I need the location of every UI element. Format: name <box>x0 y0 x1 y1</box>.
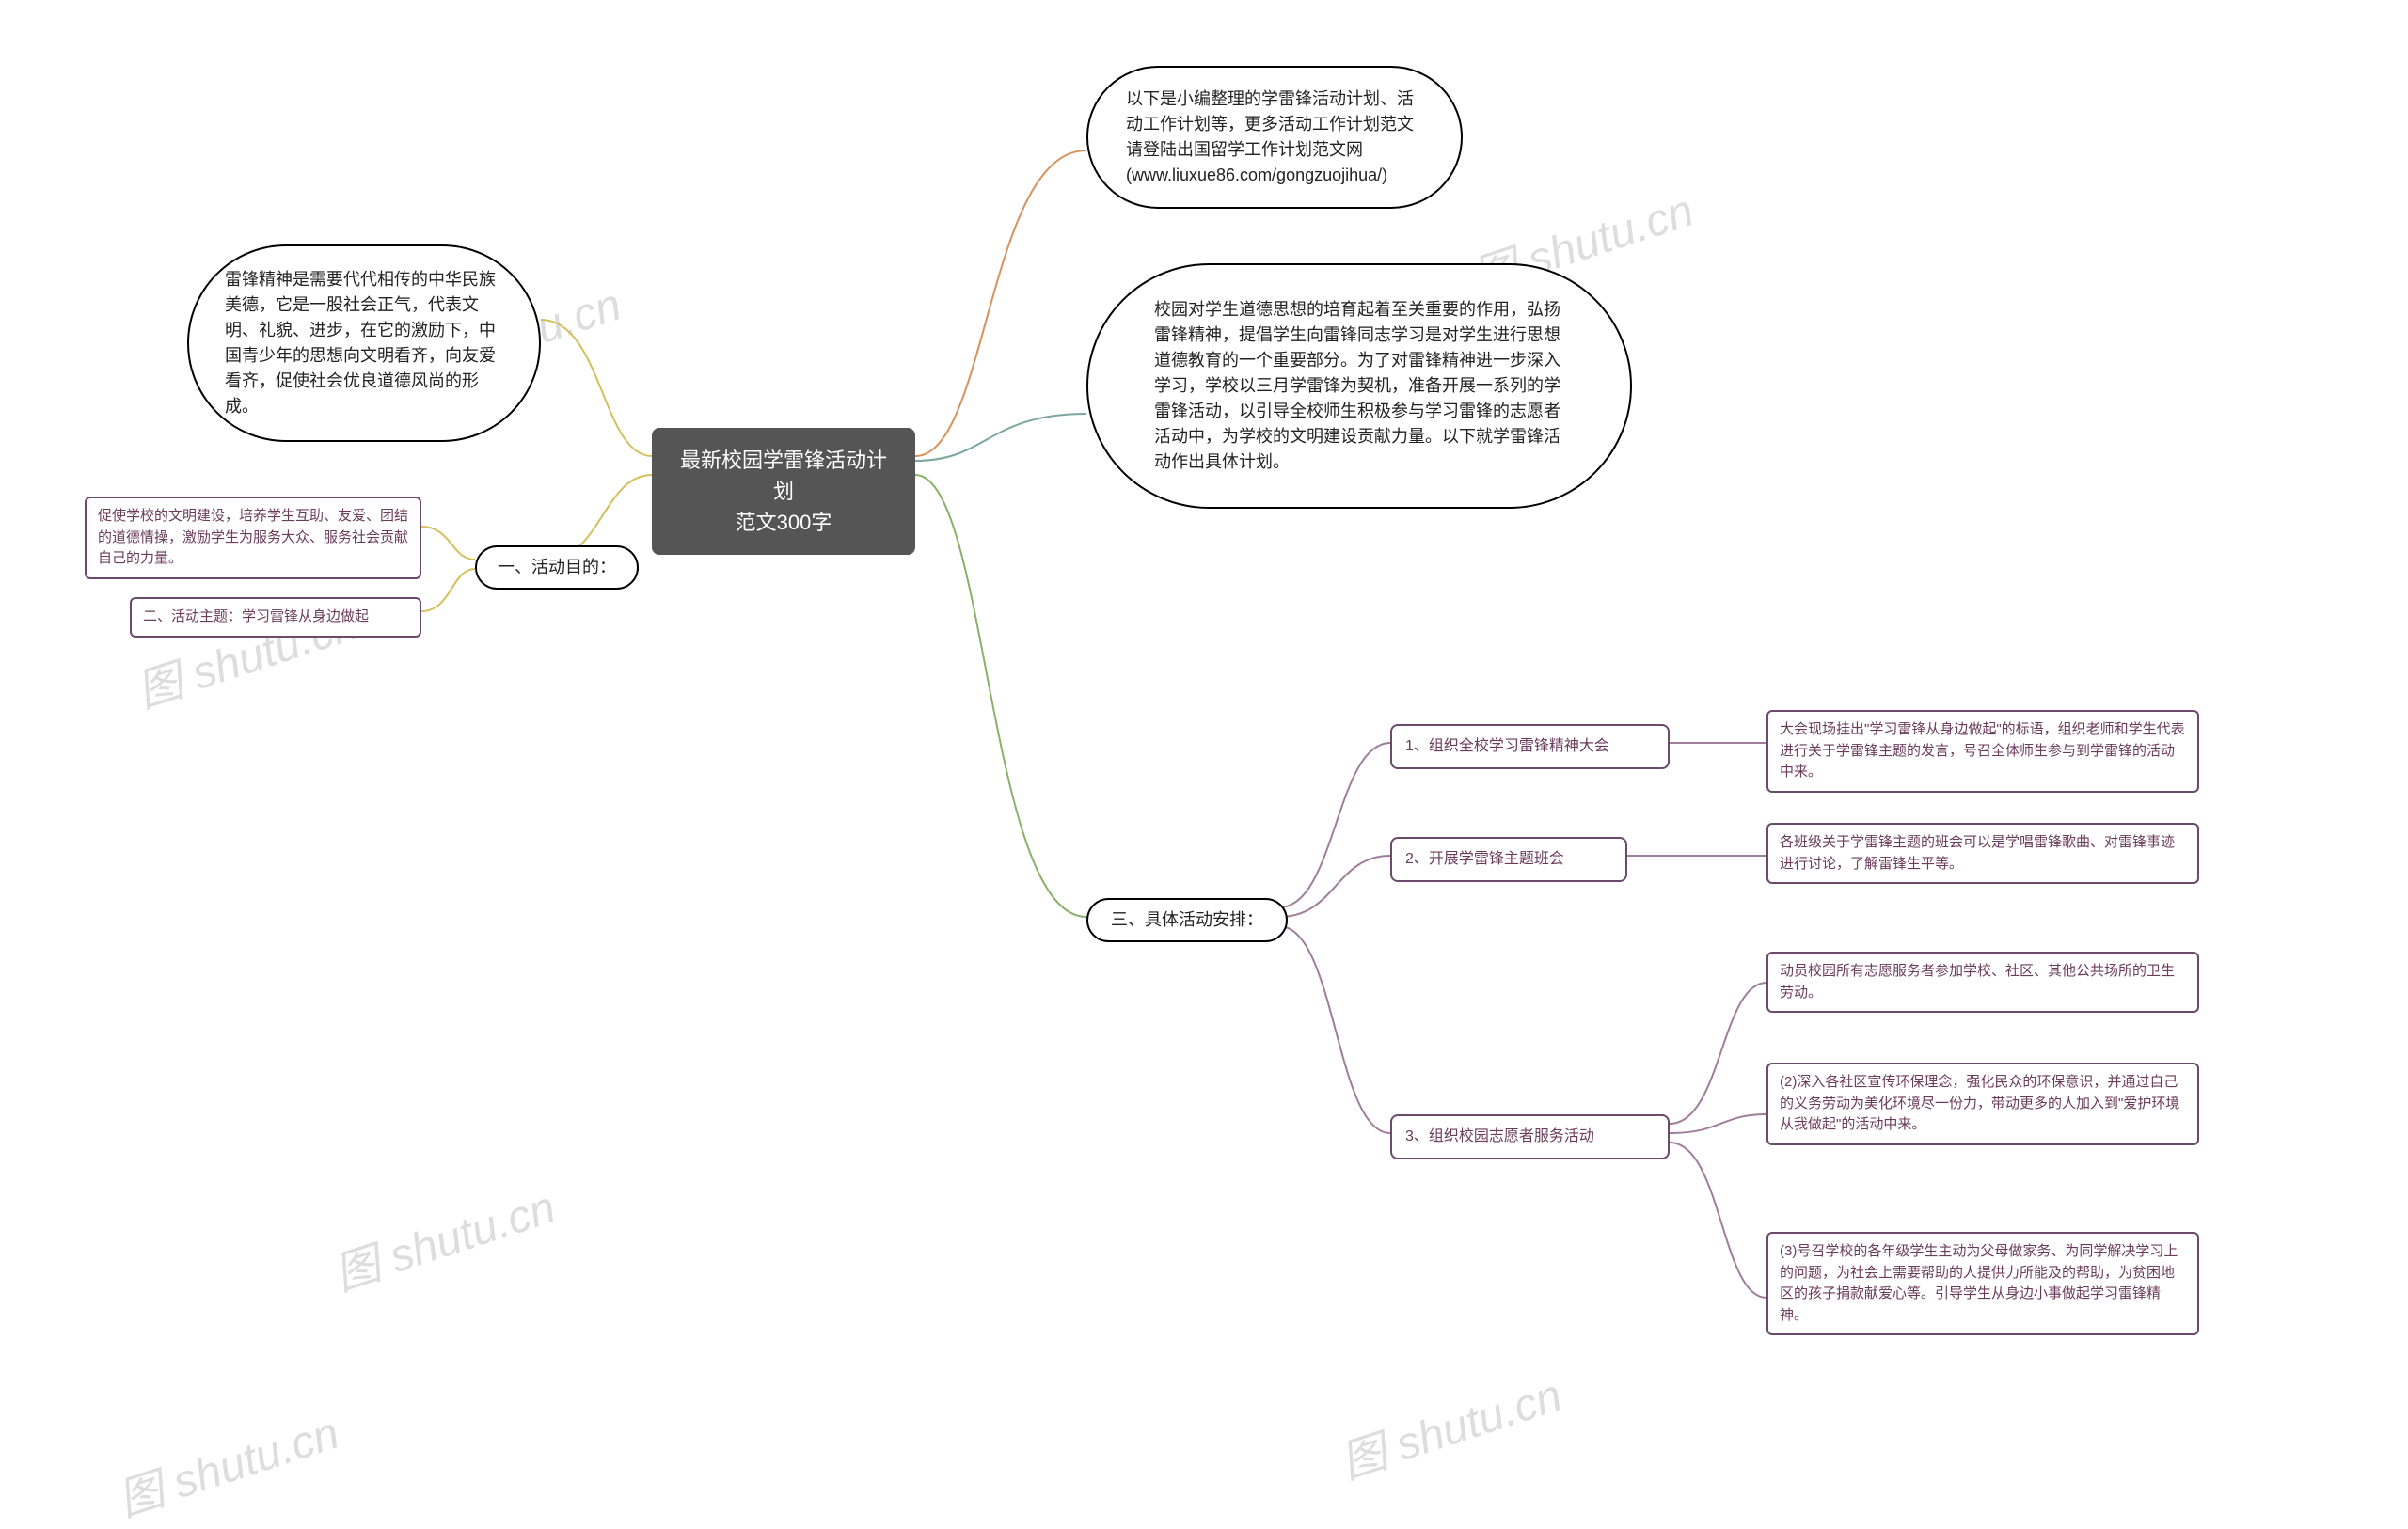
right-item-2-detail-text: 各班级关于学雷锋主题的班会可以是学唱雷锋歌曲、对雷锋事迹进行讨论，了解雷锋生平等… <box>1780 834 2175 872</box>
root-title-line2: 范文300字 <box>678 507 889 538</box>
right-item-2: 2、开展学雷锋主题班会 <box>1390 837 1627 882</box>
right-item-3-detail-a: 动员校园所有志愿服务者参加学校、社区、其他公共场所的卫生劳动。 <box>1766 952 2199 1013</box>
right-item-1-label: 1、组织全校学习雷锋精神大会 <box>1405 738 1609 754</box>
right-top1-text: 以下是小编整理的学雷锋活动计划、活动工作计划等，更多活动工作计划范文请登陆出国留… <box>1126 89 1414 184</box>
right-item-3-label: 3、组织校园志愿者服务活动 <box>1405 1128 1594 1144</box>
right-item-1: 1、组织全校学习雷锋精神大会 <box>1390 724 1670 769</box>
section3-title-text: 三、具体活动安排： <box>1111 910 1263 929</box>
right-item-2-detail: 各班级关于学雷锋主题的班会可以是学唱雷锋歌曲、对雷锋事迹进行讨论，了解雷锋生平等… <box>1766 823 2199 884</box>
right-top2: 校园对学生道德思想的培育起着至关重要的作用，弘扬雷锋精神，提倡学生向雷锋同志学习… <box>1086 263 1632 509</box>
right-item-3: 3、组织校园志愿者服务活动 <box>1390 1114 1670 1159</box>
right-item-3-detail-b-text: (2)深入各社区宣传环保理念，强化民众的环保意识，并通过自己的义务劳动为美化环境… <box>1780 1074 2179 1132</box>
right-top1: 以下是小编整理的学雷锋活动计划、活动工作计划等，更多活动工作计划范文请登陆出国留… <box>1086 66 1463 209</box>
section1-title: 一、活动目的： <box>475 545 639 590</box>
left-intro-text: 雷锋精神是需要代代相传的中华民族美德，它是一股社会正气，代表文明、礼貌、进步，在… <box>225 270 496 416</box>
left-intro: 雷锋精神是需要代代相传的中华民族美德，它是一股社会正气，代表文明、礼貌、进步，在… <box>187 244 541 442</box>
section1-title-text: 一、活动目的： <box>498 558 616 576</box>
right-item-3-detail-c-text: (3)号召学校的各年级学生主动为父母做家务、为同学解决学习上的问题，为社会上需要… <box>1780 1243 2178 1323</box>
root-title-line1: 最新校园学雷锋活动计划 <box>678 445 889 507</box>
section3-title: 三、具体活动安排： <box>1086 898 1288 942</box>
watermark: 图 shutu.cn <box>325 1170 562 1303</box>
right-item-1-detail-text: 大会现场挂出"学习雷锋从身边做起"的标语，组织老师和学生代表进行关于学雷锋主题的… <box>1780 721 2185 780</box>
section1-item1-text: 促使学校的文明建设，培养学生互助、友爱、团结的道德情操，激励学生为服务大众、服务… <box>98 508 408 566</box>
section1-item2: 二、活动主题：学习雷锋从身边做起 <box>130 597 421 638</box>
right-item-3-detail-c: (3)号召学校的各年级学生主动为父母做家务、为同学解决学习上的问题，为社会上需要… <box>1766 1232 2199 1335</box>
right-item-3-detail-b: (2)深入各社区宣传环保理念，强化民众的环保意识，并通过自己的义务劳动为美化环境… <box>1766 1063 2199 1145</box>
root-node: 最新校园学雷锋活动计划 范文300字 <box>652 428 915 555</box>
section1-item2-text: 二、活动主题：学习雷锋从身边做起 <box>143 608 369 624</box>
section1-item1: 促使学校的文明建设，培养学生互助、友爱、团结的道德情操，激励学生为服务大众、服务… <box>85 497 421 579</box>
right-item-3-detail-a-text: 动员校园所有志愿服务者参加学校、社区、其他公共场所的卫生劳动。 <box>1780 963 2175 1001</box>
right-item-2-label: 2、开展学雷锋主题班会 <box>1405 851 1564 867</box>
right-item-1-detail: 大会现场挂出"学习雷锋从身边做起"的标语，组织老师和学生代表进行关于学雷锋主题的… <box>1766 710 2199 793</box>
watermark: 图 shutu.cn <box>1331 1358 1569 1491</box>
right-top2-text: 校园对学生道德思想的培育起着至关重要的作用，弘扬雷锋精神，提倡学生向雷锋同志学习… <box>1154 300 1560 471</box>
